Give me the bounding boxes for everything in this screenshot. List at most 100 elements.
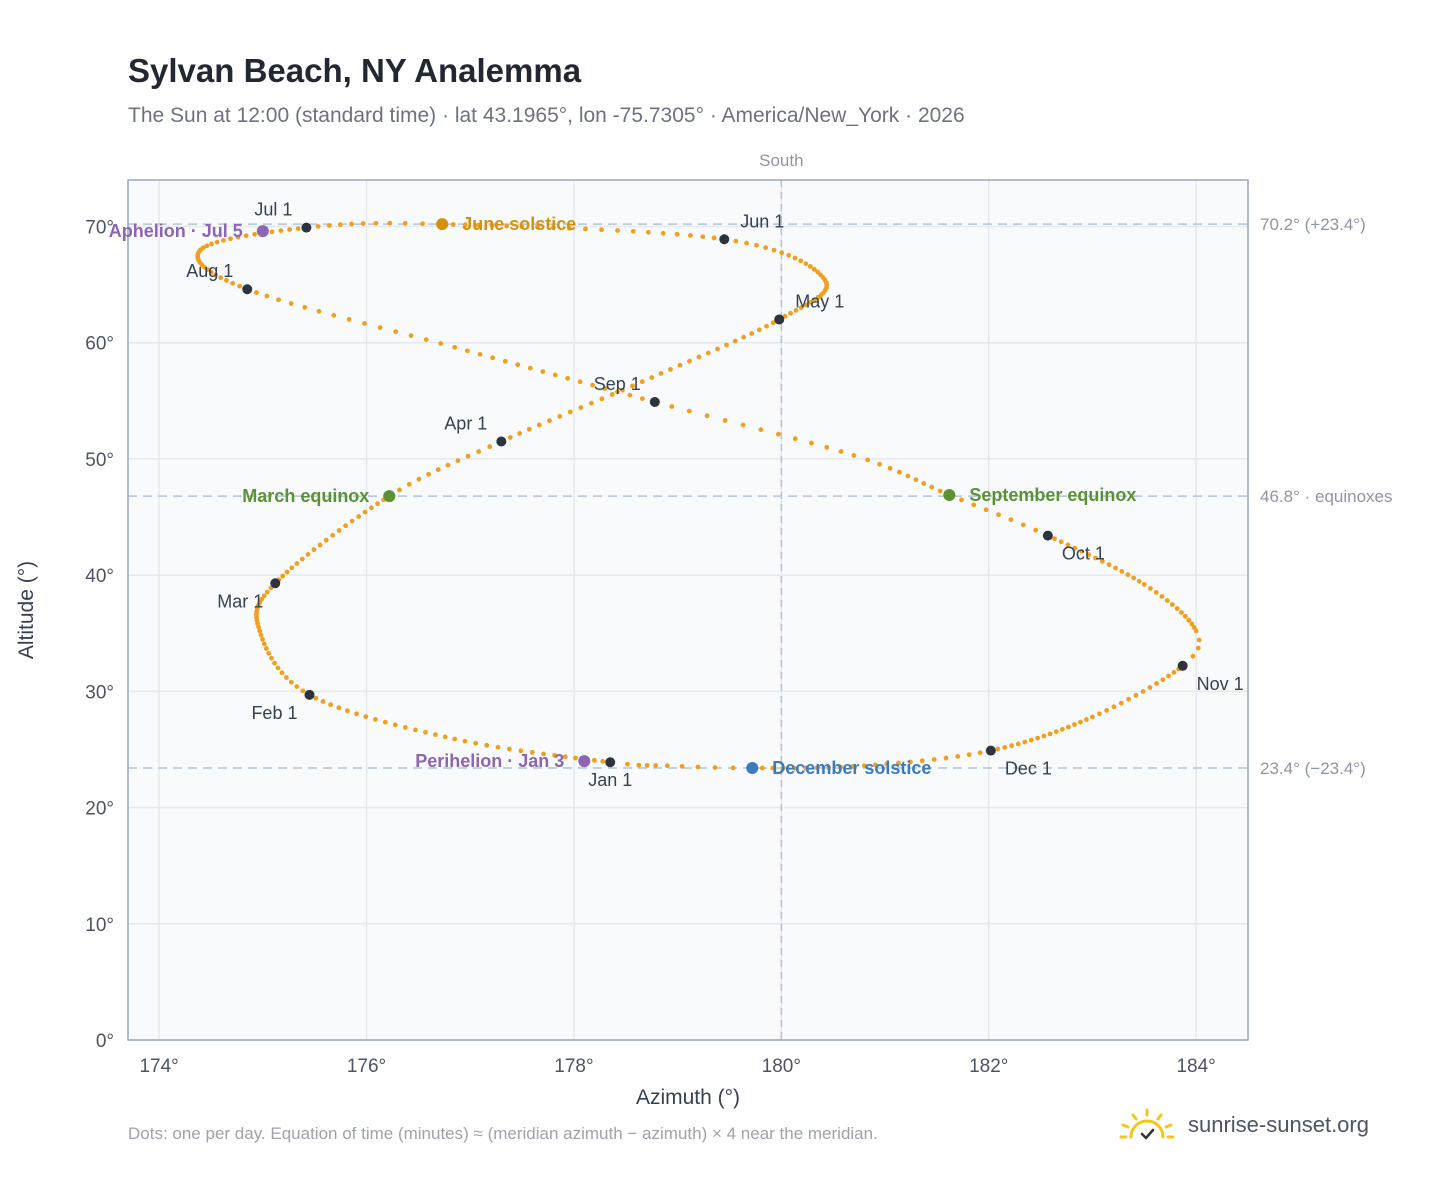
- daily-sun-dot: [315, 224, 321, 229]
- reference-line-label: 46.8° · equinoxes: [1260, 487, 1393, 506]
- daily-sun-dot: [442, 734, 448, 740]
- daily-sun-dot: [287, 227, 292, 232]
- daily-sun-dot: [615, 389, 620, 395]
- daily-sun-dot: [221, 237, 226, 243]
- daily-sun-dot: [402, 220, 408, 226]
- y-tick-label: 40°: [85, 566, 114, 587]
- daily-sun-dot: [861, 763, 867, 769]
- daily-sun-dot: [695, 764, 701, 770]
- brand[interactable]: sunrise-sunset.org: [1118, 1100, 1369, 1150]
- daily-sun-dot: [275, 665, 281, 671]
- daily-sun-dot: [337, 222, 343, 228]
- daily-sun-dot: [798, 305, 804, 311]
- daily-sun-dot: [1190, 653, 1196, 659]
- daily-sun-dot: [971, 502, 977, 508]
- special-point: [746, 762, 759, 775]
- daily-sun-dot: [280, 573, 286, 579]
- daily-sun-dot: [1093, 555, 1098, 561]
- daily-sun-dot: [489, 223, 495, 228]
- daily-sun-dot: [295, 226, 301, 231]
- daily-sun-dot: [423, 337, 429, 343]
- daily-sun-dot: [826, 765, 832, 770]
- daily-sun-dot: [1125, 572, 1131, 578]
- daily-sun-dot: [1119, 568, 1125, 574]
- y-tick-label: 30°: [85, 682, 114, 703]
- daily-sun-dot: [311, 547, 317, 553]
- month-marker: [496, 436, 507, 447]
- daily-sun-dot: [733, 238, 739, 244]
- daily-sun-dot: [552, 372, 558, 378]
- month-marker-label: Apr 1: [444, 413, 487, 433]
- daily-sun-dot: [515, 362, 521, 368]
- daily-sun-dot: [1147, 586, 1153, 591]
- daily-sun-dot: [770, 765, 776, 771]
- daily-sun-dot: [1008, 517, 1014, 523]
- plot-area: [128, 180, 1248, 1040]
- daily-sun-dot: [896, 760, 901, 766]
- daily-sun-dot: [722, 417, 728, 423]
- daily-sun-dot: [966, 752, 972, 758]
- daily-sun-dot: [567, 409, 573, 415]
- reference-line-label: 70.2° (+23.4°): [1260, 215, 1366, 234]
- daily-sun-dot: [775, 431, 781, 437]
- daily-sun-dot: [288, 679, 294, 685]
- reference-line-label: 23.4° (−23.4°): [1260, 759, 1366, 778]
- month-marker-label: Dec 1: [1005, 759, 1052, 779]
- month-marker: [774, 314, 785, 325]
- daily-sun-dot: [1072, 722, 1077, 727]
- daily-sun-dot: [279, 670, 285, 676]
- daily-sun-dot: [1028, 737, 1034, 743]
- daily-sun-dot: [788, 310, 793, 316]
- daily-sun-dot: [705, 350, 711, 356]
- daily-sun-dot: [507, 435, 513, 440]
- daily-sun-dot: [526, 426, 532, 432]
- daily-sun-dot: [636, 762, 642, 768]
- daily-sun-dot: [266, 650, 272, 656]
- daily-sun-dot: [432, 732, 438, 738]
- daily-sun-dot: [749, 331, 755, 336]
- daily-sun-dot: [996, 512, 1001, 518]
- daily-sun-dot: [397, 487, 402, 493]
- daily-sun-dot: [803, 261, 809, 267]
- month-marker-label: Oct 1: [1062, 544, 1105, 564]
- x-tick-label: 180°: [762, 1056, 801, 1077]
- daily-sun-dot: [420, 221, 425, 227]
- daily-sun-dot: [1159, 594, 1165, 599]
- daily-sun-dot: [1153, 590, 1159, 595]
- daily-sun-dot: [1052, 536, 1057, 542]
- daily-sun-dot: [1106, 562, 1112, 568]
- daily-sun-dot: [552, 752, 557, 758]
- daily-sun-dot: [686, 408, 692, 414]
- month-marker: [649, 396, 660, 407]
- daily-sun-dot: [877, 461, 882, 467]
- daily-sun-dot: [792, 255, 798, 261]
- daily-sun-dot: [517, 430, 523, 436]
- y-tick-label: 0°: [96, 1031, 114, 1052]
- daily-sun-dot: [644, 762, 650, 768]
- daily-sun-dot: [299, 556, 305, 562]
- daily-sun-dot: [1140, 689, 1146, 694]
- daily-sun-dot: [375, 501, 380, 507]
- daily-sun-dot: [744, 240, 749, 246]
- daily-sun-dot: [740, 422, 746, 428]
- daily-sun-dot: [450, 222, 456, 227]
- daily-sun-dot: [1020, 522, 1026, 528]
- daily-sun-dot: [484, 742, 490, 748]
- brand-name[interactable]: sunrise-sunset.org: [1188, 1112, 1369, 1137]
- daily-sun-dot: [547, 418, 552, 424]
- daily-sun-dot: [316, 308, 322, 314]
- daily-sun-dot: [1104, 707, 1110, 713]
- daily-sun-dot: [977, 750, 983, 756]
- special-point: [436, 218, 449, 231]
- daily-sun-dot: [259, 596, 265, 602]
- daily-sun-dot: [550, 225, 556, 231]
- daily-sun-dot: [919, 758, 925, 764]
- daily-sun-dot: [455, 458, 461, 464]
- daily-sun-dot: [1166, 673, 1172, 679]
- y-tick-label: 20°: [85, 799, 114, 820]
- daily-sun-dot: [1154, 681, 1159, 686]
- daily-sun-dot: [838, 449, 844, 454]
- daily-sun-dot: [756, 327, 762, 333]
- daily-sun-dot: [462, 738, 468, 744]
